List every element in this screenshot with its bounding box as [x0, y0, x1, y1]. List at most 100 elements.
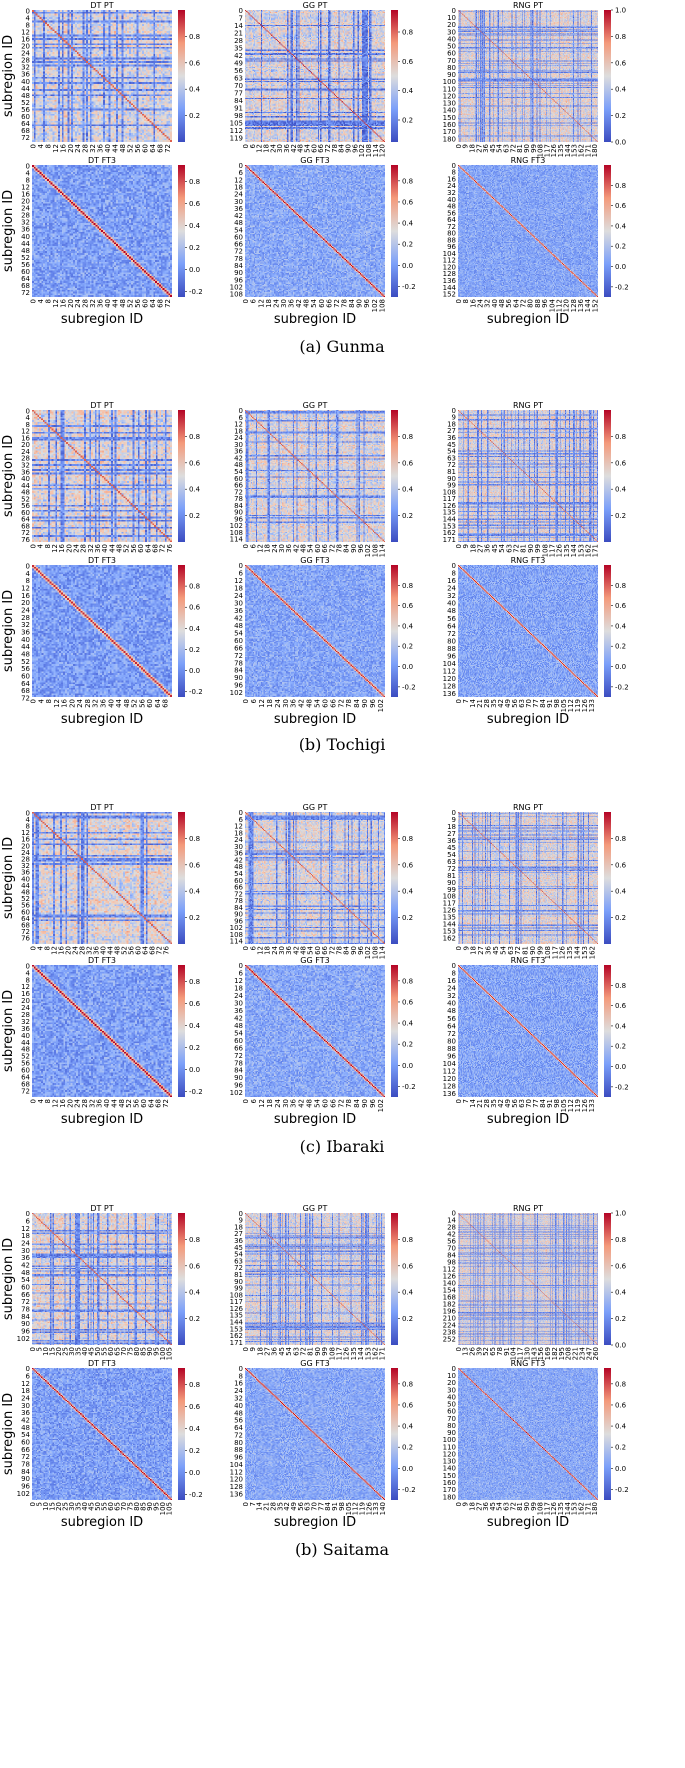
colorbar-tick-label: 0.4: [615, 888, 627, 896]
y-tick-label: 20: [447, 21, 456, 29]
y-tick-label: 72: [21, 1298, 30, 1306]
colorbar-tick-label: 0.4: [402, 888, 414, 896]
x-tick-label: 78: [331, 144, 339, 153]
x-tick-label: 99: [534, 544, 542, 553]
x-tick-label: 28: [81, 1099, 89, 1108]
y-tick-label: 144: [443, 284, 457, 292]
x-tick-label: 60: [321, 1099, 329, 1108]
x-axis-label: subregion ID: [61, 1112, 143, 1127]
y-tick-label: 9: [239, 1217, 243, 1225]
y-tick-label: 20: [21, 198, 30, 206]
x-tick-label: 152: [591, 299, 599, 312]
figure-caption: (b) Tochigi: [299, 735, 386, 754]
y-tick-label: 56: [447, 1015, 456, 1023]
x-tick-label: 40: [81, 1347, 89, 1356]
x-tick-label: 66: [325, 298, 333, 307]
x-tick-label: 126: [365, 1501, 373, 1515]
y-tick-label: 32: [21, 621, 30, 629]
colorbar-tick-label: 0.4: [189, 888, 201, 896]
colorbar-tick-label: 0.4: [615, 1423, 627, 1431]
x-tick-label: 36: [94, 543, 102, 552]
figure-caption: (c) Ibaraki: [300, 1137, 385, 1156]
y-tick-label: 42: [21, 1416, 30, 1424]
x-tick-label: 60: [141, 144, 149, 153]
colorbar-tick-label: 0.6: [189, 861, 201, 869]
x-tick-label: 56: [138, 698, 146, 707]
x-tick-label: 108: [537, 1502, 545, 1515]
heatmap-panel: GG FT30816243240485664728088961041121201…: [230, 1359, 416, 1530]
heatmap-matrix: [245, 10, 385, 142]
x-tick-label: 20: [67, 144, 75, 153]
x-tick-label: 76: [162, 945, 170, 954]
x-tick-label: 56: [511, 698, 519, 707]
y-tick-label: 28: [447, 1224, 456, 1232]
x-tick-label: 91: [503, 1347, 511, 1356]
y-tick-label: 120: [443, 1450, 456, 1458]
x-tick-label: 0: [242, 1502, 250, 1506]
region-ibaraki: DT PT04812162024283236404448525660646872…: [1, 803, 629, 1156]
x-tick-label: 49: [290, 1502, 298, 1511]
y-tick-label: 80: [447, 64, 456, 72]
y-tick-label: 130: [443, 100, 456, 108]
y-tick-label: 16: [447, 977, 456, 985]
y-tick-label: 78: [234, 1059, 243, 1067]
x-tick-label: 64: [147, 1098, 155, 1107]
x-tick-label: 75: [126, 1347, 134, 1356]
colorbar-tick-label: 0.2: [402, 1444, 413, 1452]
x-tick-label: 24: [76, 698, 84, 707]
y-tick-label: 78: [234, 659, 243, 667]
y-tick-label: 72: [21, 289, 30, 297]
x-axis-label: subregion ID: [487, 312, 569, 327]
x-tick-label: 60: [140, 1099, 148, 1108]
y-tick-label: 56: [21, 665, 30, 673]
panel-title: GG FT3: [300, 1359, 329, 1368]
x-tick-label: 10: [42, 1502, 50, 1511]
y-tick-label: 72: [21, 928, 30, 936]
x-tick-label: 9: [462, 946, 470, 950]
y-tick-label: 84: [234, 904, 243, 912]
y-tick-label: 52: [21, 254, 30, 262]
x-tick-label: 32: [89, 299, 97, 308]
x-axis-label: subregion ID: [61, 312, 143, 327]
y-tick-label: 180: [443, 135, 456, 143]
y-axis-label: subregion ID: [1, 590, 16, 672]
y-tick-label: 45: [447, 441, 456, 449]
y-tick-label: 49: [234, 60, 243, 68]
y-tick-label: 32: [21, 219, 30, 227]
y-tick-label: 224: [443, 1321, 457, 1329]
y-tick-label: 70: [447, 1415, 456, 1423]
y-tick-label: 36: [234, 1237, 243, 1245]
colorbar-tick-label: 0.2: [189, 512, 200, 520]
y-tick-label: 99: [447, 886, 456, 894]
x-tick-label: 12: [258, 699, 266, 708]
y-tick-label: 60: [234, 475, 243, 483]
y-tick-label: 24: [234, 1387, 243, 1395]
x-tick-label: 54: [310, 298, 318, 307]
y-tick-label: 0: [26, 7, 30, 15]
x-tick-label: 36: [285, 543, 293, 552]
colorbar-tick-label: -0.2: [615, 283, 629, 291]
y-tick-label: 126: [443, 502, 457, 510]
y-tick-label: 150: [443, 114, 456, 122]
x-tick-label: 4: [36, 945, 44, 950]
x-tick-label: 7: [462, 1099, 470, 1103]
x-tick-label: 84: [324, 1501, 332, 1510]
x-tick-label: 105: [345, 1502, 353, 1515]
x-tick-label: 102: [358, 144, 366, 157]
y-tick-label: 96: [21, 1327, 30, 1335]
colorbar-tick-label: 0.6: [402, 459, 414, 467]
x-tick-label: 126: [556, 543, 564, 557]
colorbar-tick-label: 0.6: [402, 602, 414, 610]
colorbar-tick-label: -0.2: [615, 683, 629, 691]
x-tick-label: 195: [558, 1347, 566, 1360]
y-tick-label: 160: [443, 1479, 456, 1487]
y-tick-label: 0: [26, 809, 30, 817]
x-tick-label: 27: [477, 946, 485, 955]
y-tick-label: 60: [447, 1408, 456, 1416]
x-axis-label: subregion ID: [274, 312, 356, 327]
x-tick-label: 105: [165, 1502, 173, 1515]
y-tick-label: 72: [21, 134, 30, 142]
x-tick-label: 4: [37, 543, 45, 548]
x-tick-label: 36: [283, 143, 291, 152]
x-tick-label: 84: [343, 945, 351, 954]
